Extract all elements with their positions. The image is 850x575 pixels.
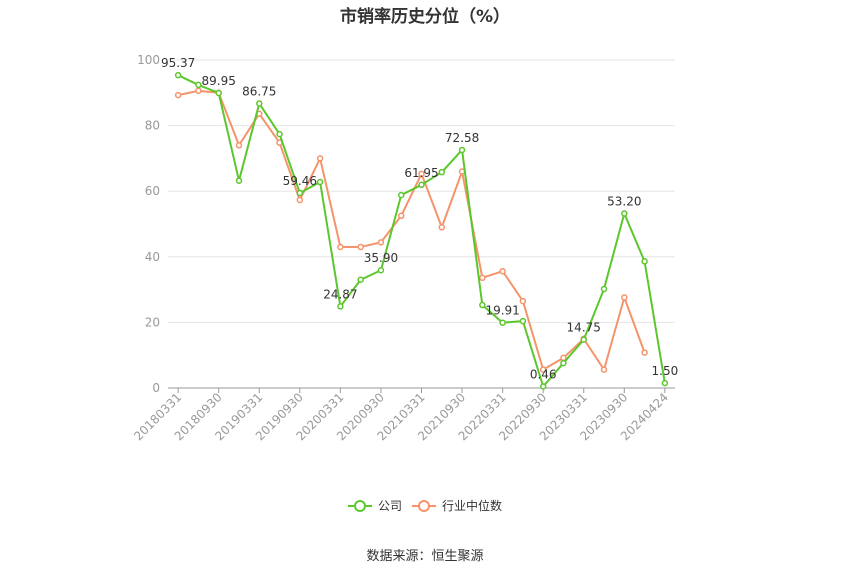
data-point — [458, 146, 466, 154]
data-point — [397, 191, 405, 199]
data-label: 72.58 — [445, 131, 479, 145]
data-point — [276, 130, 283, 138]
data-point — [174, 91, 182, 99]
data-point — [621, 294, 628, 301]
data-point — [377, 266, 385, 274]
data-point — [499, 319, 506, 326]
data-point — [539, 366, 547, 373]
gridlines — [168, 59, 675, 323]
data-point — [195, 87, 202, 95]
data-label: 89.95 — [202, 74, 236, 88]
y-tick-label: 40 — [145, 250, 160, 264]
data-point — [479, 274, 486, 282]
data-point — [215, 89, 222, 97]
data-point — [195, 81, 202, 89]
chart-title: 市销率历史分位（%） — [339, 7, 511, 27]
data-label: 0.46 — [530, 367, 557, 381]
data-point — [438, 224, 446, 231]
data-point — [580, 336, 587, 343]
data-point — [256, 100, 263, 107]
data-point — [661, 379, 669, 387]
data-label: 59.46 — [283, 174, 317, 188]
data-point — [296, 196, 304, 204]
data-point — [337, 303, 344, 310]
legend-swatch-marker — [418, 500, 430, 512]
data-label: 86.75 — [242, 84, 276, 98]
data-point — [316, 178, 324, 186]
data-point — [621, 210, 628, 217]
data-point — [641, 258, 648, 265]
y-tick-label: 0 — [152, 381, 160, 395]
y-tick-label: 80 — [145, 119, 160, 133]
data-labels: 95.37 89.95 86.75 59.46 24.87 35.90 61.95 72.58… — [161, 56, 678, 381]
series-line-0 — [177, 74, 666, 388]
data-label: 14.75 — [567, 321, 601, 335]
data-point — [357, 276, 364, 284]
data-label: 35.90 — [364, 251, 398, 265]
data-point — [499, 267, 506, 275]
data-point — [479, 301, 486, 309]
data-point — [397, 212, 405, 220]
data-point — [438, 168, 446, 176]
data-label: 53.20 — [607, 195, 641, 209]
data-point — [235, 142, 243, 149]
legend-label: 公司 — [378, 499, 402, 513]
legend-item-0: 公司 — [348, 499, 402, 513]
data-point — [337, 243, 344, 251]
data-label: 24.87 — [323, 287, 357, 301]
data-point — [600, 285, 608, 293]
legend-label: 行业中位数 — [442, 498, 502, 513]
data-point — [235, 177, 243, 184]
source-note: 数据来源：恒生聚源 — [366, 549, 484, 564]
series-lines — [174, 71, 669, 390]
data-point — [600, 366, 608, 373]
data-point — [539, 383, 547, 390]
y-tick-label: 100 — [137, 53, 160, 67]
legend-item-1: 行业中位数 — [412, 498, 502, 513]
legend-swatch-marker — [354, 500, 366, 512]
data-point — [560, 359, 567, 367]
data-label: 1.50 — [652, 364, 679, 378]
data-label: 19.91 — [485, 304, 519, 318]
data-point — [357, 243, 364, 251]
axes: 0204060801002018033120180930201903312019… — [131, 53, 675, 443]
data-point — [418, 170, 425, 178]
data-label: 95.37 — [161, 56, 195, 70]
y-tick-label: 20 — [145, 315, 160, 329]
data-label: 61.95 — [404, 166, 438, 180]
data-point — [316, 155, 324, 162]
y-tick-label: 60 — [145, 184, 160, 198]
data-point — [519, 297, 527, 305]
data-point — [418, 181, 425, 189]
data-point — [174, 71, 182, 79]
data-point — [641, 349, 648, 356]
data-point — [519, 317, 527, 325]
data-point — [296, 189, 304, 197]
data-point — [377, 239, 385, 246]
legend: 公司 行业中位数 — [348, 498, 502, 513]
